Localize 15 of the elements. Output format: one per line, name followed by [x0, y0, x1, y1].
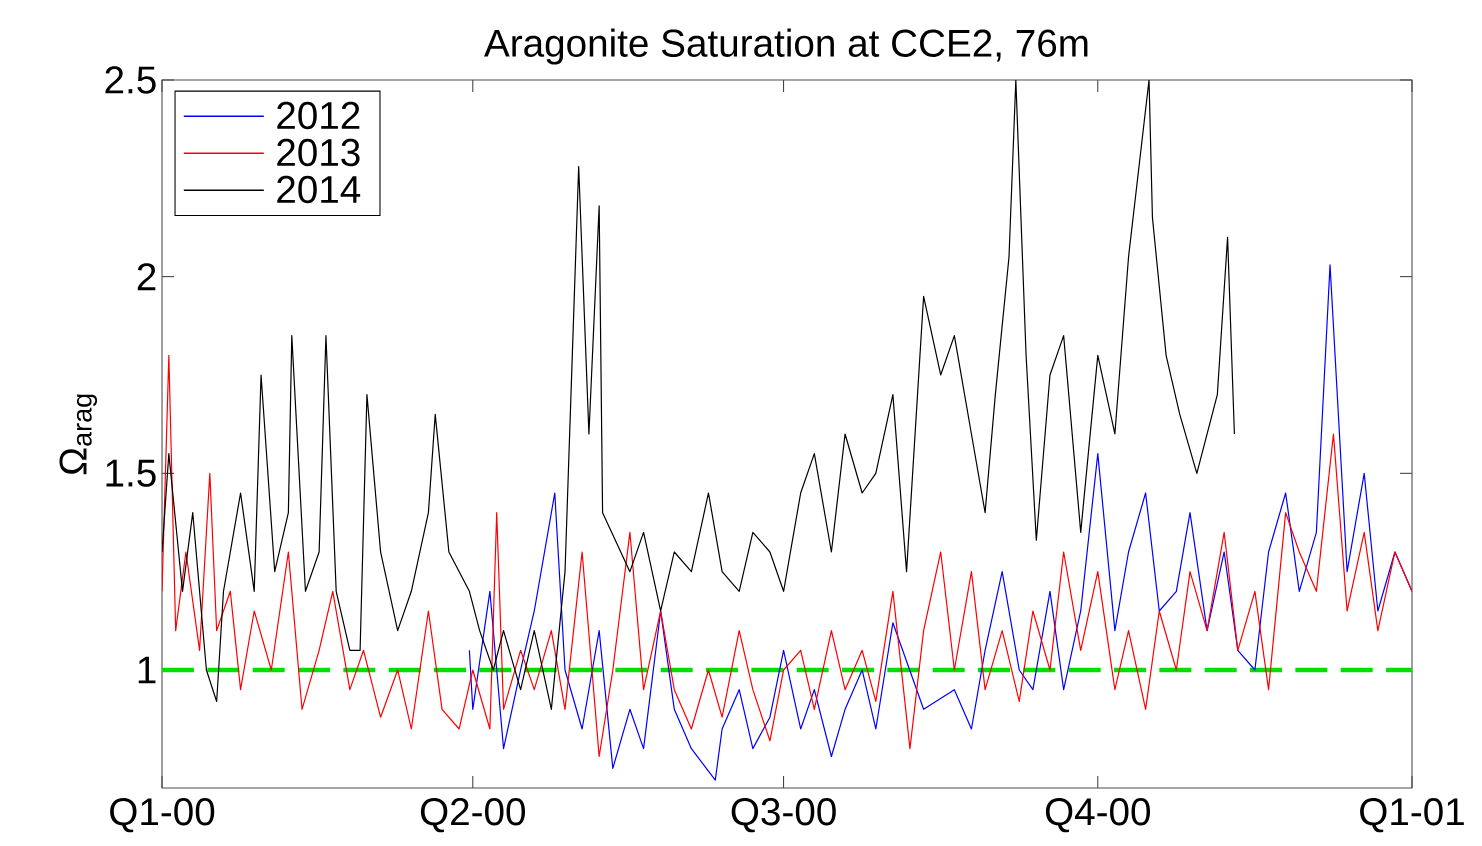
legend-label: 2013 [277, 138, 360, 167]
chart-title: Aragonite Saturation at CCE2, 76m [484, 28, 1088, 65]
x-tick-label: Q2-00 [420, 798, 526, 833]
y-tick-label: 2.5 [105, 66, 156, 94]
y-tick-label: 2 [137, 263, 156, 291]
x-tick-label: Q1-01 [1360, 798, 1464, 833]
x-tick-label: Q3-00 [731, 798, 836, 833]
y-tick-label: 1 [138, 656, 156, 684]
y-axis-title: Ω$_{arag}$ [59, 394, 98, 475]
y-tick-label: 1.5 [106, 459, 156, 487]
x-tick-label: Q1-00 [110, 798, 215, 833]
legend-label: 2014 [277, 175, 361, 204]
line-series [162, 354, 1413, 758]
x-tick-label: Q4-00 [1045, 798, 1151, 833]
legend-label: 2012 [277, 101, 360, 130]
